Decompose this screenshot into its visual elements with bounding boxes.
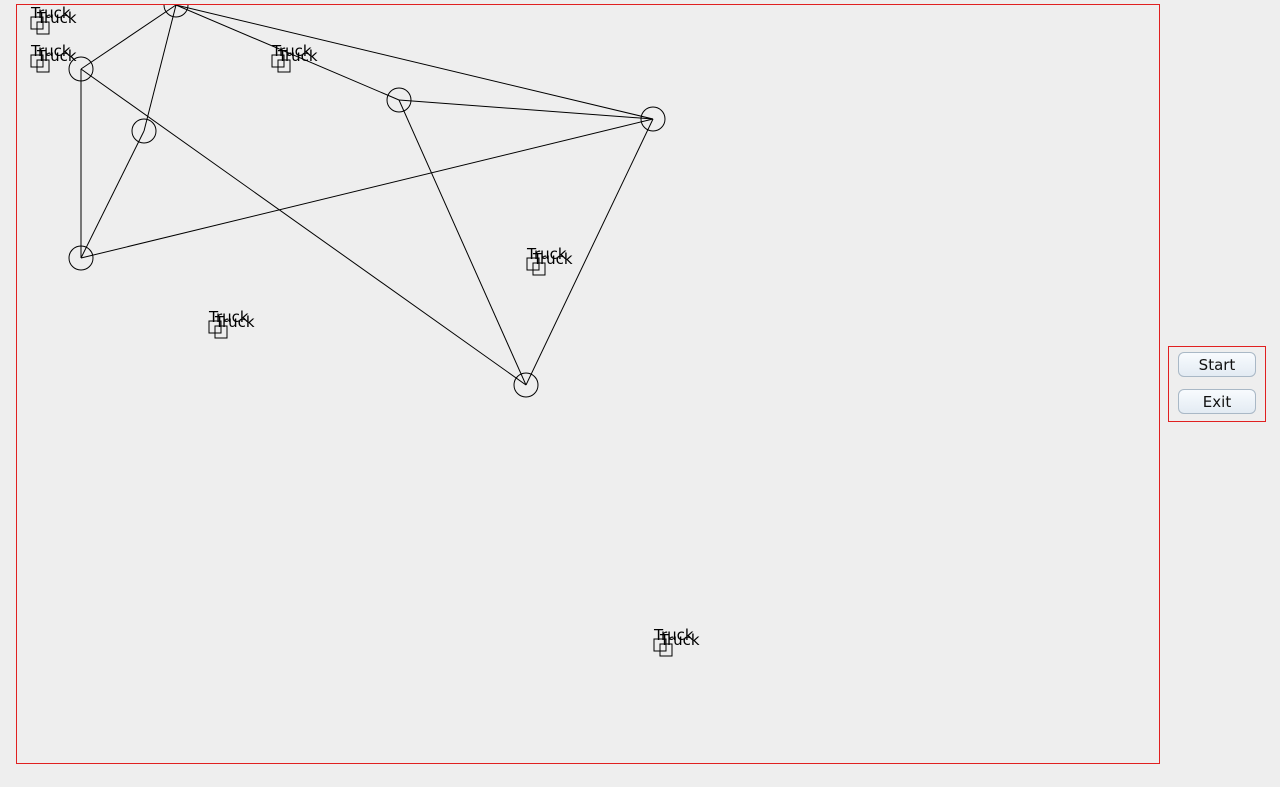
truck-icon	[659, 643, 673, 657]
truck-icon	[214, 325, 228, 339]
truck-label: Truck	[271, 42, 312, 60]
truck-label: Truck	[214, 313, 255, 331]
road-node	[68, 245, 94, 271]
truck-icon	[36, 59, 50, 73]
truck-icon	[532, 262, 546, 276]
road-edge	[80, 68, 527, 386]
road-node	[163, 5, 189, 18]
truck-label: Truck	[30, 5, 71, 22]
road-edge	[398, 99, 654, 120]
truck-label: Truck	[277, 47, 318, 65]
road-edge	[175, 5, 400, 101]
road-node	[386, 87, 412, 113]
truck-icon	[277, 59, 291, 73]
road-node	[68, 56, 94, 82]
truck-marker: Truck	[532, 250, 573, 276]
truck-marker: Truck	[659, 631, 700, 657]
truck-marker: Truck	[214, 313, 255, 339]
truck-marker: Truck	[36, 9, 77, 35]
road-node	[513, 372, 539, 398]
road-edge	[80, 5, 177, 70]
road-edges	[80, 5, 654, 386]
truck-label: Truck	[653, 626, 694, 644]
truck-marker: Truck	[36, 47, 77, 73]
truck-label: Truck	[30, 42, 71, 60]
truck-label: Truck	[526, 245, 567, 263]
truck-label: Truck	[36, 9, 77, 27]
control-panel: Start Exit	[1168, 346, 1266, 422]
road-edge	[143, 5, 177, 132]
exit-button[interactable]: Exit	[1178, 389, 1256, 414]
truck-marker: Truck	[277, 47, 318, 73]
simulation-canvas: Truck Truck Truck Truck Truck Truck Truck Truck…	[16, 4, 1160, 764]
truck-label: Truck	[208, 308, 249, 326]
road-edge	[80, 118, 654, 259]
road-nodes	[68, 5, 666, 398]
road-edge	[525, 118, 654, 386]
road-edge	[175, 5, 654, 120]
road-edge	[398, 99, 527, 386]
truck-label: Truck	[532, 250, 573, 268]
truck-label: Truck	[36, 47, 77, 65]
road-node	[131, 118, 157, 144]
road-edge	[80, 130, 145, 259]
road-node	[640, 106, 666, 132]
truck-icon	[36, 21, 50, 35]
start-button[interactable]: Start	[1178, 352, 1256, 377]
truck-label: Truck	[659, 631, 700, 649]
